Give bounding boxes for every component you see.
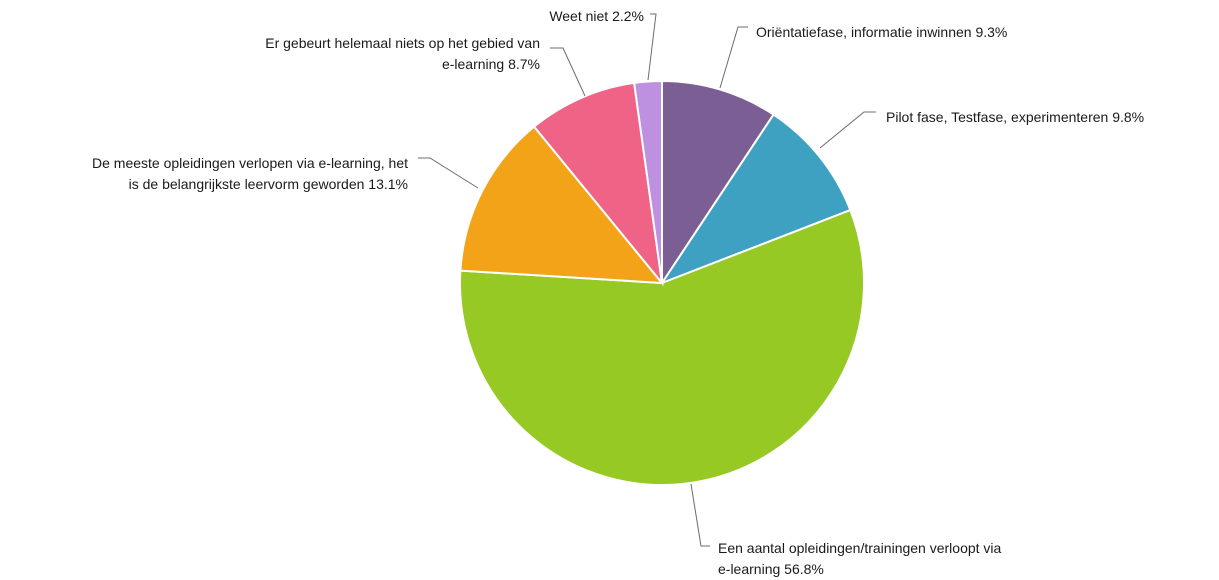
leader-line-1: [719, 26, 748, 89]
leader-line-5: [550, 47, 586, 97]
leader-line-4: [418, 157, 479, 189]
leader-line-6: [647, 13, 657, 81]
pie-slice-5: [532, 81, 664, 287]
slice-label-3: Een aantal opleidingen/trainingen verloo…: [718, 540, 1002, 577]
slice-label-6: Weet niet 2.2%: [549, 8, 644, 24]
leader-line-2: [819, 111, 876, 149]
pie-slice-1: [661, 79, 775, 287]
leader-line-3: [690, 483, 710, 547]
slice-label-4: De meeste opleidingen verlopen via e-lea…: [92, 155, 408, 192]
slice-label-1: Oriëntatiefase, informatie inwinnen 9.3%: [756, 24, 1007, 40]
leader-lines: [418, 13, 876, 547]
pie-slice-3: [459, 208, 865, 486]
pie-slices: [459, 79, 865, 486]
slice-label-2: Pilot fase, Testfase, experimenteren 9.8…: [886, 109, 1144, 125]
pie-slice-2: [659, 113, 852, 286]
slice-labels: Oriëntatiefase, informatie inwinnen 9.3%…: [92, 8, 1144, 577]
slice-label-5: Er gebeurt helemaal niets op het gebied …: [265, 35, 540, 72]
pie-slice-4: [459, 125, 665, 285]
pie-slice-6: [633, 79, 663, 284]
